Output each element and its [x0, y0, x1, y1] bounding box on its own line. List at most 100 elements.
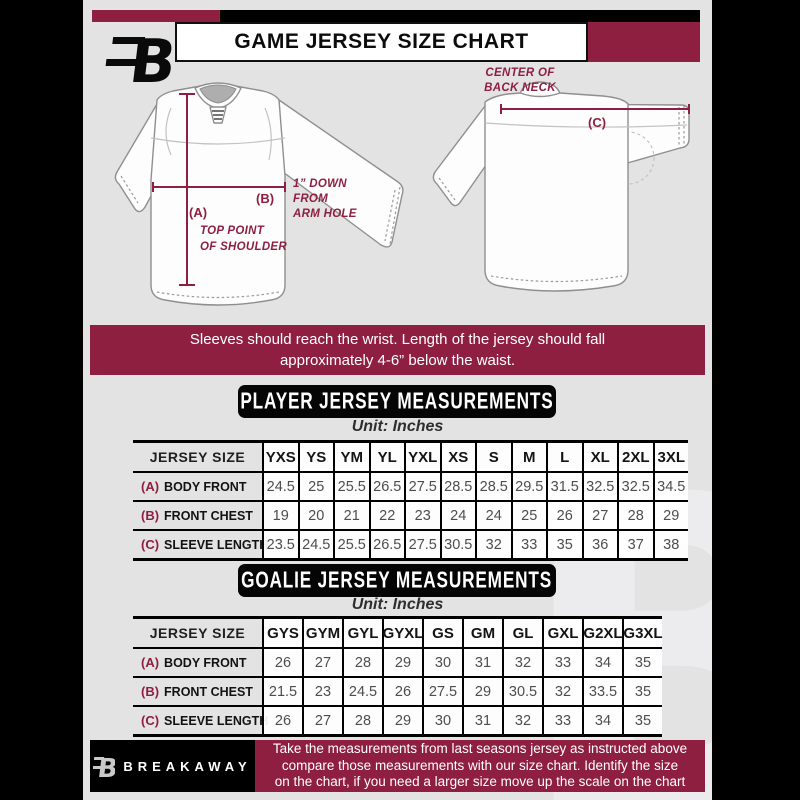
- label-b-note-line1: 1” DOWN: [293, 178, 347, 190]
- measurement-line-a: [179, 93, 195, 286]
- row-key: (B): [141, 508, 160, 523]
- table-row: (B) FRONT CHEST 21.5 23 24.5 26 27.5 29 30.5 32 33…: [133, 676, 662, 705]
- measurement-cell: 28.5: [439, 473, 475, 500]
- label-b: (B): [256, 191, 274, 206]
- footer-logo-icon: B: [93, 754, 115, 781]
- row-name: BODY FRONT: [164, 479, 247, 494]
- row-label: (A) BODY FRONT: [133, 649, 262, 676]
- measurement-cell: 19: [262, 502, 298, 529]
- brand-logo-icon: B: [103, 22, 195, 99]
- goalie-size-table: JERSEY SIZE GYS GYM GYL GYXL GS GM GL GXL G2XL G3X…: [133, 616, 663, 737]
- measurement-cell: 27.5: [404, 531, 440, 558]
- measurement-cell: 34.5: [652, 473, 688, 500]
- player-size-table: JERSEY SIZE YXS YS YM YL YXL XS S M L XL 2XL 3XL (A) B…: [133, 440, 688, 561]
- measurement-cell: 27.5: [422, 678, 462, 705]
- measurement-cell: 26: [262, 707, 302, 734]
- row-label: (A) BODY FRONT: [133, 473, 262, 500]
- page-title: GAME JERSEY SIZE CHART: [234, 30, 529, 53]
- measurement-cell: 25.5: [333, 531, 369, 558]
- measurement-cell: 29: [652, 502, 688, 529]
- size-column-header: YXL: [404, 443, 440, 471]
- measurement-cell: 21.5: [262, 678, 302, 705]
- measurement-cell: 36: [581, 531, 617, 558]
- svg-text:B: B: [96, 754, 115, 781]
- measurement-cell: 30.5: [502, 678, 542, 705]
- measurement-cell: 27: [302, 649, 342, 676]
- measurement-cell: 26: [382, 678, 422, 705]
- header-accent-maroon: [92, 10, 220, 22]
- measurement-cell: 27: [302, 707, 342, 734]
- measurement-cell: 32.5: [581, 473, 617, 500]
- table-row: (A) BODY FRONT 26 27 28 29 30 31 32 33 34 35: [133, 647, 662, 676]
- size-column-header: GYL: [342, 619, 382, 647]
- measurement-cell: 25: [510, 502, 546, 529]
- title-accent-block: [588, 22, 700, 62]
- measurement-cell: 26: [262, 649, 302, 676]
- measurement-cell: 35: [622, 678, 662, 705]
- size-column-header: XL: [581, 443, 617, 471]
- label-c-note-line1: CENTER OF: [485, 67, 555, 79]
- size-column-header: YL: [368, 443, 404, 471]
- measurement-cell: 30: [422, 649, 462, 676]
- jersey-measurement-diagram: (A) TOP POINT OF SHOULDER (B) 1” DOWN FR…: [114, 67, 690, 306]
- measurement-cell: 33.5: [582, 678, 622, 705]
- header-accent-black: [220, 10, 700, 22]
- measurement-cell: 31: [462, 649, 502, 676]
- back-jersey-illustration: (C) CENTER OF BACK NECK: [432, 67, 690, 292]
- measurement-cell: 29: [462, 678, 502, 705]
- player-unit-label: Unit: Inches: [351, 418, 444, 435]
- row-name: FRONT CHEST: [164, 684, 253, 699]
- player-section-title: PLAYER JERSEY MEASUREMENTS: [240, 388, 554, 414]
- front-jersey-illustration: (A) TOP POINT OF SHOULDER (B) 1” DOWN FR…: [114, 82, 404, 306]
- measurement-cell: 32: [502, 707, 542, 734]
- measurement-cell: 29: [382, 707, 422, 734]
- measurement-cell: 37: [617, 531, 653, 558]
- measurement-line-c: [500, 104, 690, 114]
- row-label: (B) FRONT CHEST: [133, 678, 262, 705]
- measurement-cell: 28: [342, 707, 382, 734]
- table-corner-label: JERSEY SIZE: [149, 449, 246, 465]
- row-key: (A): [141, 655, 160, 670]
- measurement-cell: 31: [462, 707, 502, 734]
- table-row: (B) FRONT CHEST 19 20 21 22 23 24 24 25 26 27 28 29: [133, 500, 688, 529]
- size-column-header: GYS: [262, 619, 302, 647]
- row-key: (A): [141, 479, 160, 494]
- row-name: SLEEVE LENGTH: [164, 713, 269, 728]
- measurement-cell: 32: [502, 649, 542, 676]
- size-column-header: GS: [422, 619, 462, 647]
- measurement-cell: 27: [581, 502, 617, 529]
- row-label: (C) SLEEVE LENGTH: [133, 707, 268, 734]
- size-column-header: GXL: [542, 619, 582, 647]
- measurement-cell: 24: [475, 502, 511, 529]
- notice-banner: Sleeves should reach the wrist. Length o…: [90, 325, 705, 375]
- measurement-cell: 29.5: [510, 473, 546, 500]
- measurement-cell: 26: [546, 502, 582, 529]
- measurement-cell: 32: [542, 678, 582, 705]
- table-row: (A) BODY FRONT 24.5 25 25.5 26.5 27.5 28.5 28.5 2…: [133, 471, 688, 500]
- measurement-cell: 35: [622, 649, 662, 676]
- label-b-note-line2: FROM: [293, 193, 328, 205]
- measurement-cell: 35: [622, 707, 662, 734]
- label-a: (A): [189, 205, 207, 220]
- measurement-cell: 32: [475, 531, 511, 558]
- label-b-note-line3: ARM HOLE: [292, 208, 357, 220]
- measurement-cell: 32.5: [617, 473, 653, 500]
- size-column-header: M: [510, 443, 546, 471]
- measurement-cell: 23.5: [262, 531, 298, 558]
- size-column-header: YM: [333, 443, 369, 471]
- page-content: B GAME JERSEY SIZE CHART B: [83, 0, 712, 800]
- size-column-header: GM: [462, 619, 502, 647]
- row-label: (B) FRONT CHEST: [133, 502, 262, 529]
- measurement-cell: 33: [542, 649, 582, 676]
- measurement-line-b: [152, 182, 286, 192]
- label-a-note-line2: OF SHOULDER: [200, 241, 287, 253]
- row-key: (C): [141, 713, 160, 728]
- label-c-note-line2: BACK NECK: [484, 82, 556, 94]
- measurement-cell: 30: [422, 707, 462, 734]
- size-column-header: YS: [297, 443, 333, 471]
- measurement-cell: 38: [652, 531, 688, 558]
- measurement-cell: 22: [368, 502, 404, 529]
- measurement-cell: 24.5: [297, 531, 333, 558]
- goalie-section-banner: GOALIE JERSEY MEASUREMENTS: [238, 564, 556, 597]
- row-key: (B): [141, 684, 160, 699]
